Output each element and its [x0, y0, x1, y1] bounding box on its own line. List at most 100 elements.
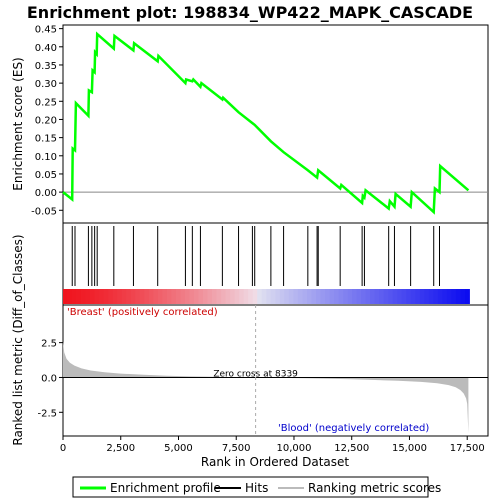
metric-xtick-label: 7,500	[222, 443, 251, 454]
metric-panel-frame	[62, 304, 489, 437]
metric-ytick-label: -2.5	[37, 408, 57, 419]
heatbar-segment	[175, 289, 181, 304]
legend-hits-label: Hits	[245, 481, 268, 495]
legend-frame	[72, 476, 429, 498]
heatbar-segment	[424, 289, 430, 304]
chart-title: Enrichment plot: 198834_WP422_MAPK_CASCA…	[27, 3, 473, 22]
metric-panel: Zero cross at 8339 'Breast' (positively …	[11, 234, 489, 469]
heatbar-segment	[76, 289, 82, 304]
legend-metric-label: Ranking metric scores	[308, 481, 441, 495]
heatbar-segment	[126, 289, 132, 304]
heatbar-segment	[324, 289, 330, 304]
heatbar-segment	[428, 289, 434, 304]
heatbar-segment	[419, 289, 425, 304]
heatbar-segment	[139, 289, 145, 304]
heatbar-segment	[455, 289, 461, 304]
heatbar-segment	[193, 289, 199, 304]
heatbar-segment	[81, 289, 86, 304]
heatbar-segment	[216, 289, 222, 304]
heatbar-segment	[248, 289, 254, 304]
heatbar-segment	[315, 289, 321, 304]
heatbar-segment	[302, 289, 308, 304]
heatbar-segment	[338, 289, 344, 304]
heatbar-segment	[180, 289, 186, 304]
metric-ylabel: Ranked list metric (Diff_of_Classes)	[11, 234, 25, 445]
heatbar-segment	[157, 289, 163, 304]
heatbar-segment	[166, 289, 172, 304]
heatbar-segment	[293, 289, 299, 304]
heatbar-segment	[184, 289, 190, 304]
es-ytick-label: 0.00	[35, 188, 57, 199]
heatbar-segment	[446, 289, 452, 304]
es-ytick-label: 0.15	[35, 134, 57, 145]
metric-xlabel: Rank in Ordered Dataset	[201, 455, 349, 469]
heatbar-segment	[67, 289, 73, 304]
metric-xtick-label: 2,500	[106, 443, 135, 454]
heatbar-segment	[153, 289, 159, 304]
heatbar-segment	[320, 289, 326, 304]
heatbar-segment	[212, 289, 217, 304]
heatbar-segment	[130, 289, 136, 304]
heatbar-segment	[112, 289, 118, 304]
heatbar-segment	[401, 289, 407, 304]
heatbar-segment	[460, 289, 466, 304]
heatbar-segment	[198, 289, 204, 304]
heatbar-segment	[437, 289, 443, 304]
heatbar-segment	[108, 289, 114, 304]
heatbar-segment	[275, 289, 281, 304]
metric-xtick-label: 15,000	[392, 443, 427, 454]
heatbar-segment	[442, 289, 448, 304]
heatbar-segment	[148, 289, 154, 304]
metric-xtick-label: 17,500	[450, 443, 485, 454]
es-ytick-label: 0.05	[35, 170, 57, 181]
heatbar-segment	[135, 289, 141, 304]
es-ytick-label: 0.35	[35, 61, 57, 72]
heatbar-segment	[410, 289, 416, 304]
heatbar-segment	[392, 289, 398, 304]
heatbar-segment	[352, 289, 357, 304]
heatbar-segment	[383, 289, 389, 304]
es-ytick-label: 0.10	[35, 152, 57, 163]
heatbar-segment	[234, 289, 240, 304]
es-ytick-label: 0.25	[35, 97, 57, 108]
metric-xtick-label: 10,000	[276, 443, 311, 454]
heatbar-segment	[406, 289, 412, 304]
enrichment-profile-line	[62, 31, 470, 215]
heatbar-segment	[257, 289, 263, 304]
heatbar-segment	[103, 289, 109, 304]
heatbar-segment	[252, 289, 258, 304]
heatbar-segment	[311, 289, 317, 304]
heatbar-segment	[288, 289, 294, 304]
es-panel-frame	[62, 24, 489, 224]
heatbar-segment	[374, 289, 380, 304]
heatbar-segment	[221, 289, 227, 304]
heatbar-segment	[230, 289, 236, 304]
heatbar-segment	[270, 289, 276, 304]
heatbar-segment	[284, 289, 290, 304]
heatbar-segment	[379, 289, 385, 304]
metric-xtick-label: 12,500	[334, 443, 369, 454]
es-ytick-label: -0.05	[31, 206, 57, 217]
heatbar-segment	[397, 289, 403, 304]
es-ytick-label: 0.30	[35, 79, 57, 90]
heatbar-segment	[243, 289, 249, 304]
heatbar-segment	[72, 289, 77, 304]
heatbar-segment	[433, 289, 439, 304]
heatbar-segment	[279, 289, 285, 304]
heatbar-segment	[90, 289, 96, 304]
heatbar-segment	[306, 289, 312, 304]
es-ylabel: Enrichment score (ES)	[11, 57, 25, 190]
heatbar-segment	[171, 289, 177, 304]
hits-panel	[62, 222, 489, 306]
legend-enrichment-label: Enrichment profile	[110, 481, 221, 495]
heatbar-segment	[207, 289, 213, 304]
heatbar-segment	[261, 289, 267, 304]
es-ytick-label: 0.40	[35, 43, 57, 54]
zero-cross-label: Zero cross at 8339	[213, 369, 298, 379]
heatbar-segment	[347, 289, 353, 304]
heatbar-segment	[370, 289, 376, 304]
heatbar-segment	[99, 289, 105, 304]
heatbar-segment	[451, 289, 457, 304]
negative-class-label: 'Blood' (negatively correlated)	[278, 423, 429, 434]
